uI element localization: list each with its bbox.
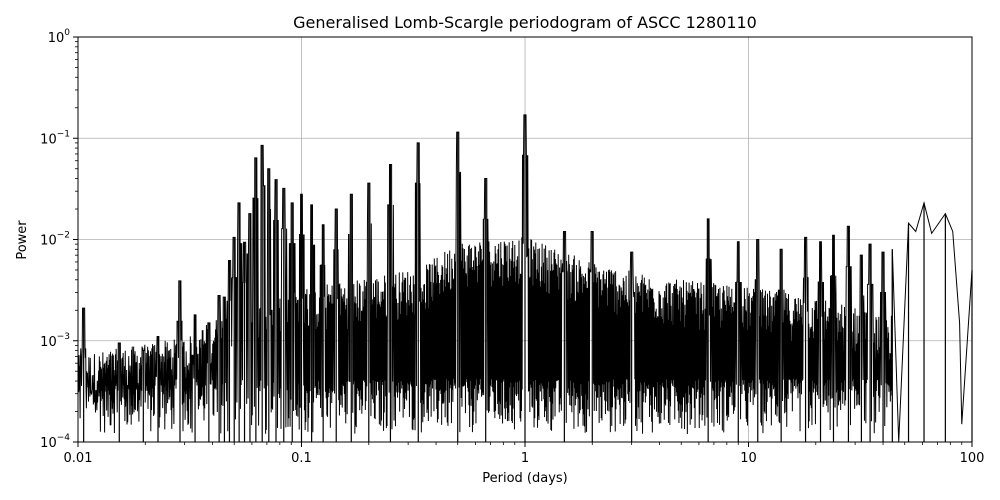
periodogram-line bbox=[77, 114, 973, 443]
x-tick-label: 0.01 bbox=[64, 451, 93, 466]
plot-area bbox=[77, 114, 973, 443]
x-tick-label: 10 bbox=[740, 451, 757, 466]
chart-title: Generalised Lomb-Scargle periodogram of … bbox=[293, 13, 757, 32]
y-axis-label: Power bbox=[15, 220, 30, 260]
y-tick-label: 100 bbox=[48, 28, 71, 46]
x-tick-label: 1 bbox=[521, 451, 529, 466]
axis-ticks: 0.01 0.1 1 10 100 10−4 10−3 10−2 10−1 100 bbox=[40, 28, 984, 466]
y-tick-label: 10−3 bbox=[40, 332, 70, 350]
y-tick-label: 10−1 bbox=[40, 129, 70, 147]
x-axis-label: Period (days) bbox=[482, 471, 568, 486]
x-tick-label: 100 bbox=[960, 451, 985, 466]
x-tick-label: 0.1 bbox=[291, 451, 312, 466]
y-tick-label: 10−4 bbox=[40, 433, 70, 451]
y-tick-label: 10−2 bbox=[40, 231, 70, 249]
